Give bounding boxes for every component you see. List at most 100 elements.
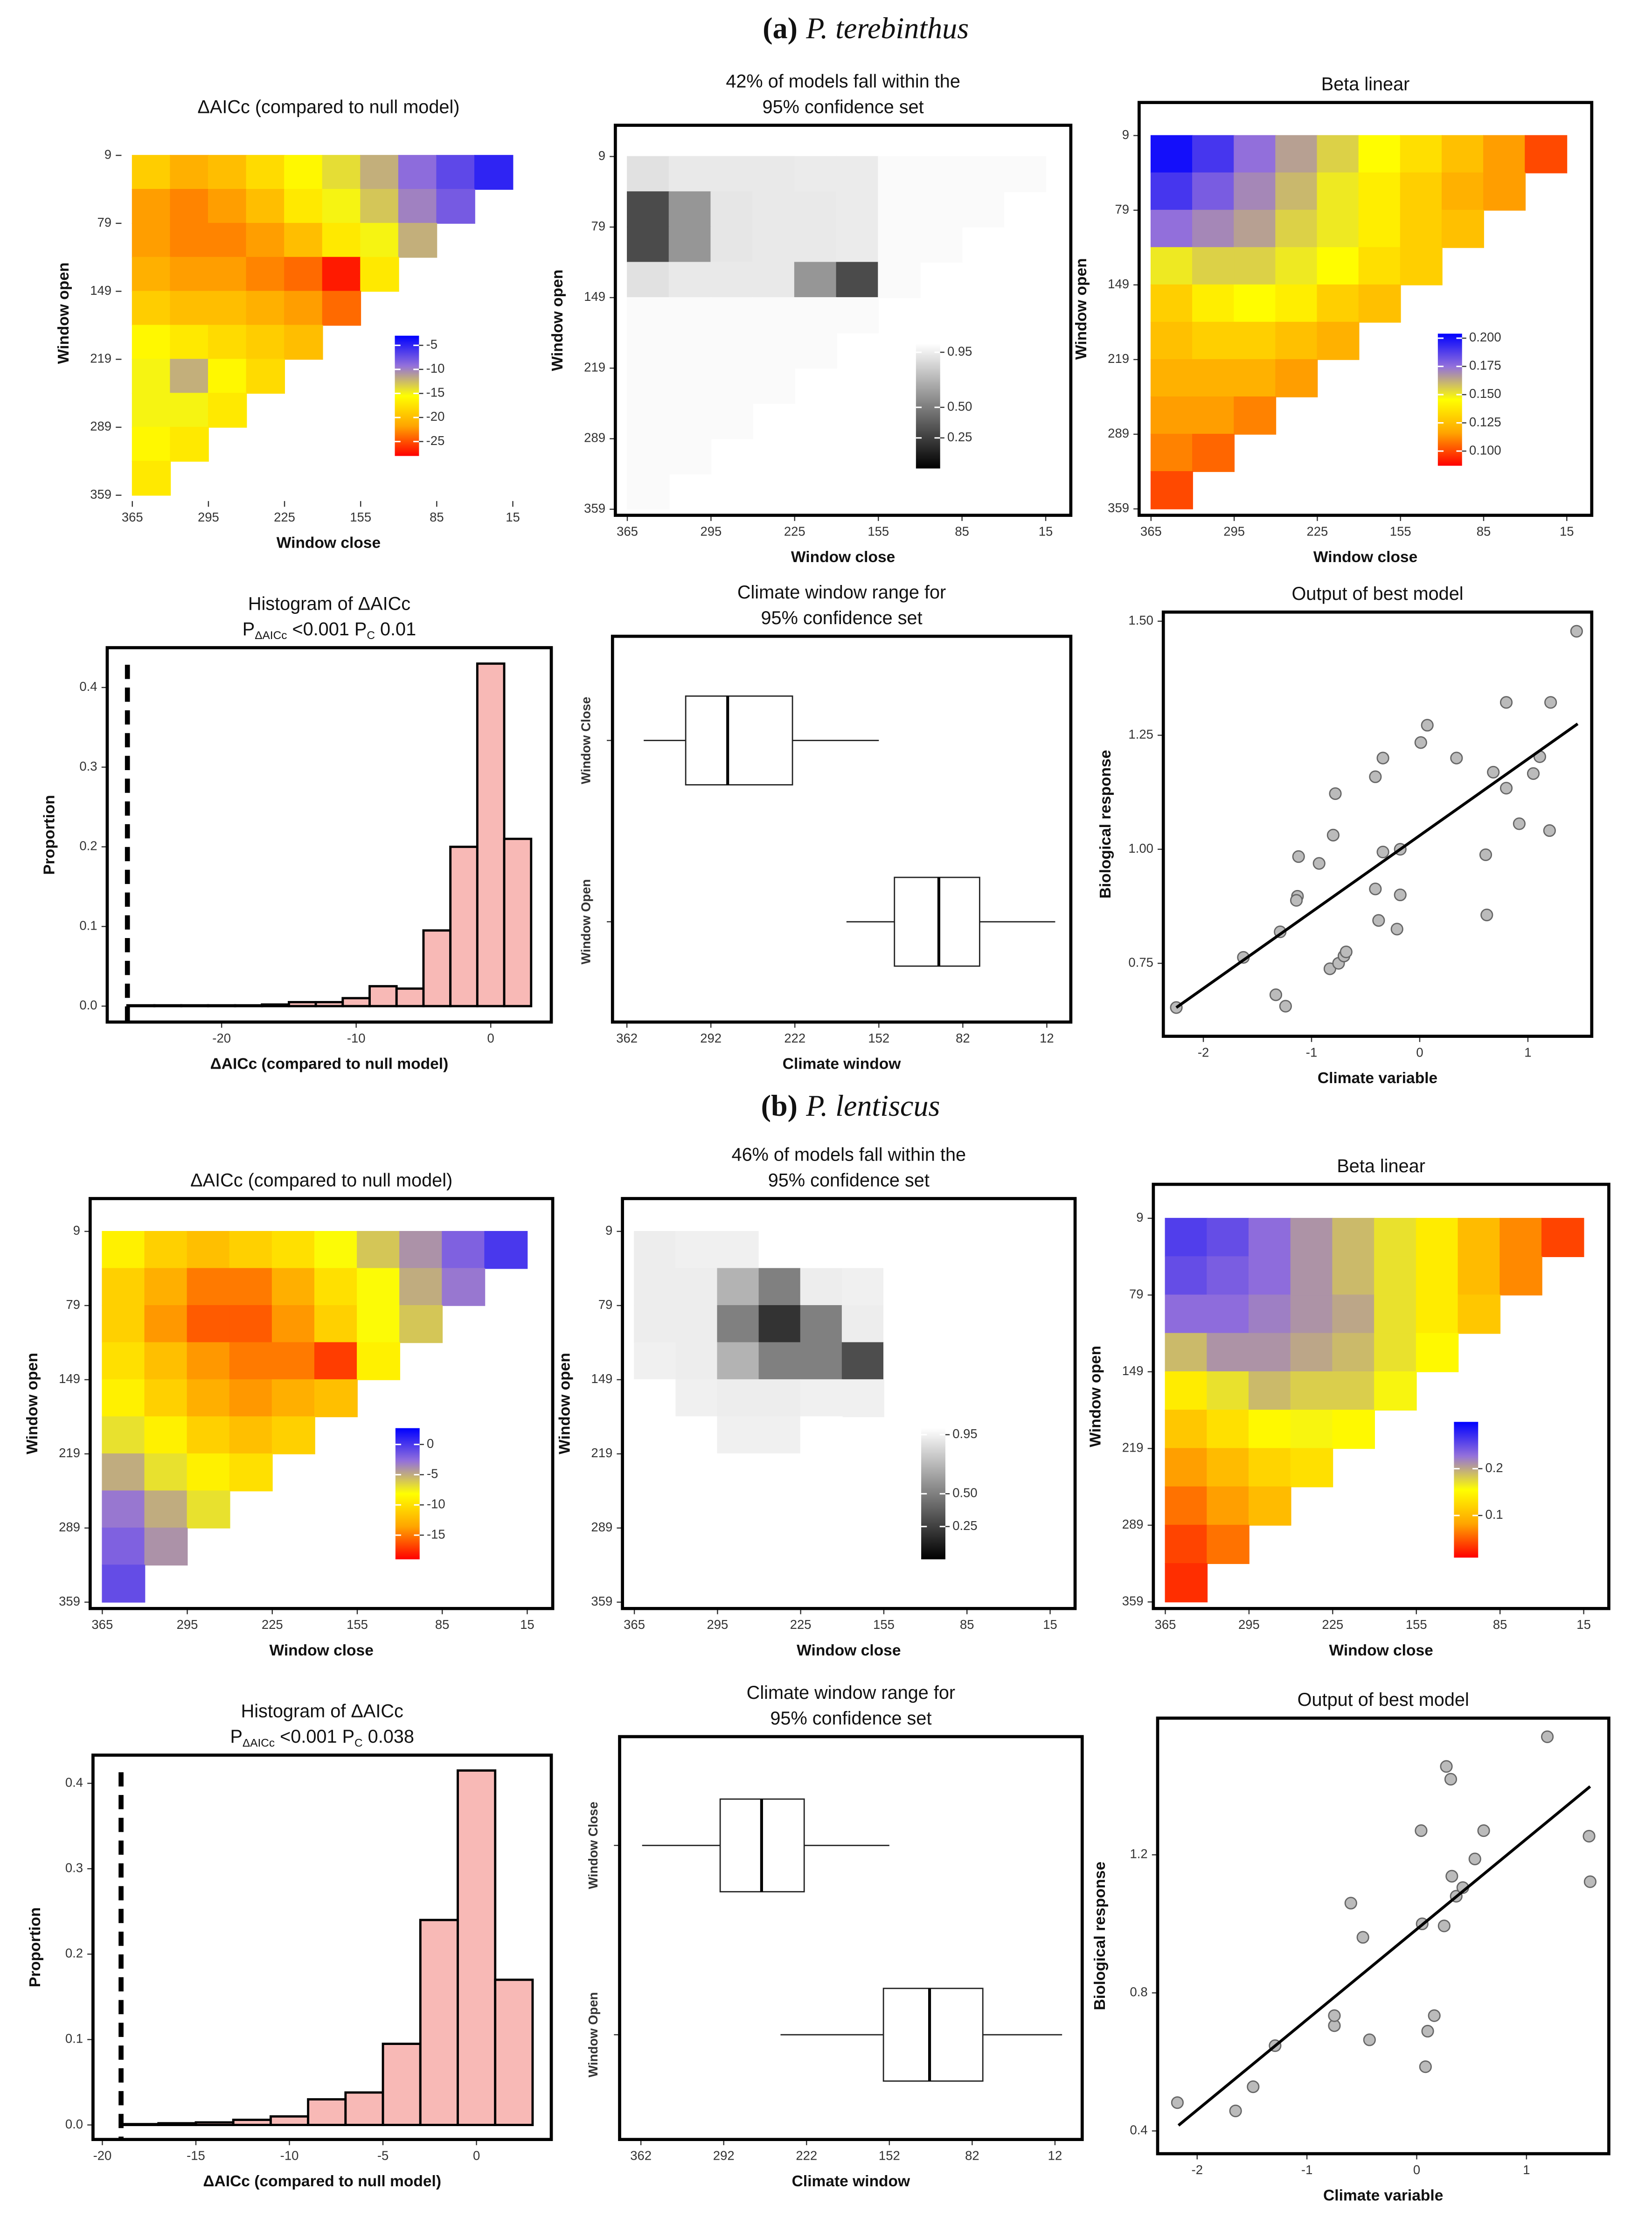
point <box>1499 782 1513 795</box>
heat-cell <box>627 191 670 228</box>
heat-cell <box>1416 1217 1459 1257</box>
heat-cell <box>246 359 285 394</box>
heat-cell <box>627 156 670 193</box>
heat-cell <box>1400 209 1443 248</box>
x-axis-label: ΔAICc (compared to null model) <box>203 2173 441 2190</box>
heat-cell <box>841 1379 884 1418</box>
heat-cell <box>717 1305 760 1343</box>
heat-cell <box>170 291 209 326</box>
section-species: P. lentiscus <box>805 1089 940 1122</box>
fit-line <box>1177 1785 1591 2127</box>
plot-frame <box>618 1735 1084 2141</box>
heat-cell <box>314 1342 358 1380</box>
hist-bar <box>395 987 425 1008</box>
point <box>1527 767 1540 780</box>
hist-bar <box>207 1004 236 1008</box>
plot-frame <box>1161 610 1594 1038</box>
point <box>1479 848 1492 862</box>
point <box>1329 787 1342 800</box>
heat-cell <box>474 155 514 190</box>
x-tick-label: 295 <box>198 510 219 524</box>
heat-cell <box>1483 172 1526 211</box>
y-tick-label: 0.1 <box>79 918 97 932</box>
heat-cell <box>752 332 795 369</box>
subtitle-part: P <box>230 1727 242 1747</box>
y-tick-label: 359 <box>584 501 605 515</box>
heat-cell <box>758 1416 801 1454</box>
point <box>1544 696 1557 709</box>
x-axis-label: Window close <box>277 535 381 552</box>
y-tick-label: 359 <box>90 487 111 501</box>
hist-bar <box>422 929 452 1008</box>
heat-cell <box>1165 1486 1208 1526</box>
heat-cell <box>675 1453 718 1492</box>
heat-cell <box>800 1268 843 1306</box>
box <box>882 1988 984 2082</box>
x-tick-label: 365 <box>122 510 143 524</box>
heat-cell <box>1400 135 1443 174</box>
heat-cell <box>794 191 837 228</box>
heat-cell <box>170 223 209 258</box>
category-label: Window Close <box>586 1802 600 1889</box>
heat-cell <box>1150 396 1193 435</box>
x-tick-label: 155 <box>1406 1617 1427 1632</box>
y-tick-label: 219 <box>591 1446 612 1460</box>
y-tick-label: 79 <box>1115 202 1129 216</box>
fit-line <box>1175 723 1579 1009</box>
heat-cell <box>634 1268 677 1306</box>
subtitle-part: ΔAICc <box>255 630 287 642</box>
x-axis-label: Climate window <box>783 1055 901 1072</box>
y-tick-label: 219 <box>59 1446 80 1460</box>
heat-cell <box>1207 1294 1249 1334</box>
heat-cell <box>752 368 795 404</box>
heat-cell <box>710 332 754 369</box>
heat-cell <box>442 1231 486 1269</box>
heat-cell <box>229 1416 273 1454</box>
heat-cell <box>758 1379 801 1418</box>
y-axis-label: Window open <box>556 1353 573 1454</box>
colorbar-label: -15 <box>426 385 445 400</box>
y-tick-label: 149 <box>584 289 605 304</box>
subtitle-part: <0.001 P <box>275 1727 354 1747</box>
heat-cell <box>229 1268 273 1306</box>
heat-cell <box>1234 135 1277 174</box>
heat-cell <box>836 191 879 228</box>
x-tick-label: 12 <box>1040 1031 1054 1045</box>
y-tick-label: 0.8 <box>1130 1985 1148 1999</box>
point <box>1290 894 1303 907</box>
heat-cell <box>1192 396 1235 435</box>
heat-cell <box>357 1305 401 1343</box>
x-tick-label: 15 <box>520 1617 534 1632</box>
heat-cell <box>187 1379 230 1418</box>
heat-cell <box>752 191 795 228</box>
heat-cell <box>710 403 754 439</box>
y-tick-label: 79 <box>598 1297 613 1312</box>
heat-cell <box>1441 135 1484 174</box>
chart-title: 95% confidence set <box>768 1170 930 1190</box>
heat-cell <box>170 155 209 190</box>
heat-cell <box>187 1268 230 1306</box>
heat-cell <box>717 1379 760 1418</box>
point <box>1419 2060 1432 2073</box>
heat-cell <box>1441 209 1484 248</box>
x-tick-label: 0 <box>473 2149 480 2163</box>
heat-cell <box>920 191 963 228</box>
point <box>1390 923 1403 936</box>
heat-cell <box>1400 247 1443 285</box>
hist-bar <box>419 1919 459 2126</box>
heat-cell <box>1249 1294 1291 1334</box>
heat-cell <box>710 191 754 228</box>
heat-cell <box>878 262 921 298</box>
heat-cell <box>710 226 754 263</box>
heat-cell <box>357 1231 401 1269</box>
hist-bar <box>457 1769 497 2126</box>
hist-bar <box>232 2119 272 2126</box>
heat-cell <box>229 1453 273 1492</box>
heat-cell <box>208 291 247 326</box>
heat-cell <box>1499 1256 1542 1296</box>
heat-cell <box>187 1342 230 1380</box>
heat-cell <box>284 257 323 292</box>
x-tick-label: -10 <box>347 1031 366 1045</box>
point <box>1477 1824 1490 1837</box>
heat-cell <box>634 1453 677 1492</box>
